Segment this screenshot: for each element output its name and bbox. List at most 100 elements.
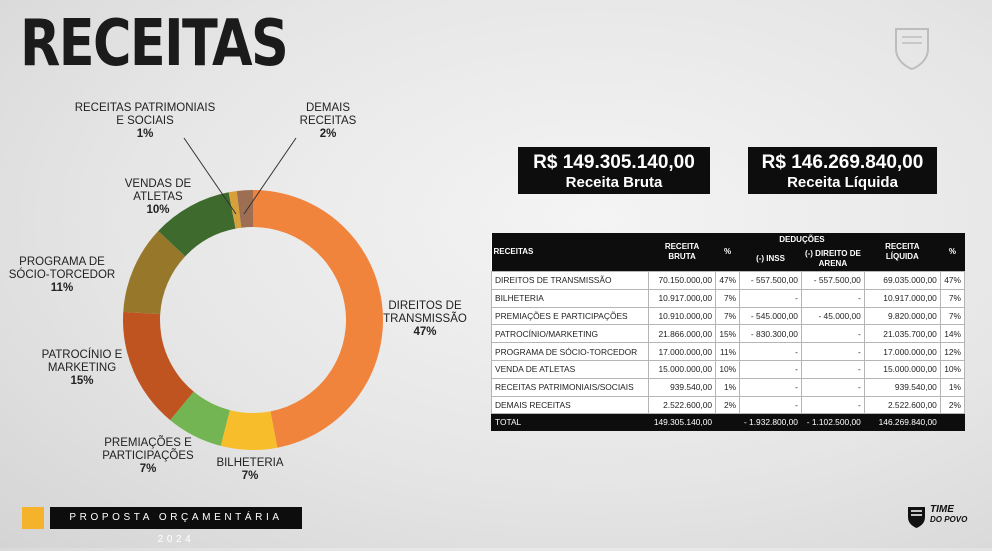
col-header-receita-bruta: RECEITA BRUTA xyxy=(648,233,716,272)
col-header-direito-arena: (-) DIREITO DE ARENA xyxy=(801,247,865,272)
slice-label-premiacoes-e-participacoes: PREMIAÇÕES E PARTICIPAÇÕES 7% xyxy=(58,437,238,476)
cell-pct2 xyxy=(939,413,966,432)
cell-arena: - xyxy=(800,324,865,344)
slice-label-name: PATROCÍNIO E MARKETING xyxy=(41,349,123,374)
cell-inss: - xyxy=(739,359,802,379)
cell-pct2: 12% xyxy=(939,342,966,361)
slice-label-name: DEMAIS RECEITAS xyxy=(299,102,357,127)
cell-inss: - 545.000,00 xyxy=(739,306,802,326)
cell-pct2: 7% xyxy=(939,306,966,326)
cell-name: DIREITOS DE TRANSMISSÃO xyxy=(490,271,650,290)
cell-pct: 47% xyxy=(715,271,741,290)
cell-liquida: 9.820.000,00 xyxy=(863,306,941,326)
kpi-receita-liquida: R$ 146.269.840,00 Receita Líquida xyxy=(748,147,937,194)
cell-name: VENDA DE ATLETAS xyxy=(490,359,650,379)
donut-slice-vendas-de-atletas xyxy=(158,192,236,257)
cell-name: BILHETERIA xyxy=(490,288,650,308)
slice-label-name: PREMIAÇÕES E PARTICIPAÇÕES xyxy=(102,437,194,462)
slice-label-demais-receitas: DEMAIS RECEITAS 2% xyxy=(238,102,418,141)
donut-slice-patrocinio-e-marketing xyxy=(122,311,194,421)
leader-line-demais xyxy=(243,137,297,215)
cell-liquida: 69.035.000,00 xyxy=(863,271,941,290)
footer-accent-square xyxy=(22,507,44,529)
donut-slice-premiacoes-e-participacoes xyxy=(170,391,230,446)
table-total-row: TOTAL 149.305.140,00 - 1.932.800,00- 1.102… xyxy=(490,413,966,432)
cell-inss: - 830.300,00 xyxy=(739,324,802,344)
col-header-deducoes: DEDUÇÕES xyxy=(739,233,865,247)
cell-bruta: 939.540,00 xyxy=(648,377,717,397)
cell-pct xyxy=(715,413,741,432)
slice-label-percent: 47% xyxy=(413,326,437,338)
cell-pct2: 14% xyxy=(939,324,966,344)
cell-pct2: 10% xyxy=(939,359,966,379)
cell-liquida: 2.522.600,00 xyxy=(863,395,941,415)
table-row: PREMIAÇÕES E PARTICIPAÇÕES 10.910.000,00 7… xyxy=(490,306,966,326)
table-row: PATROCÍNIO/MARKETING 21.866.000,00 15% - 83… xyxy=(490,324,966,344)
cell-arena: - 1.102.500,00 xyxy=(800,413,865,432)
cell-pct2: 2% xyxy=(939,395,966,415)
cell-name: PATROCÍNIO/MARKETING xyxy=(490,324,650,344)
slice-label-percent: 7% xyxy=(241,470,259,482)
cell-bruta: 15.000.000,00 xyxy=(648,359,717,379)
slice-label-name: DIREITOS DE TRANSMISSÃO xyxy=(383,300,467,325)
cell-bruta: 10.910.000,00 xyxy=(648,306,717,326)
cell-name: PREMIAÇÕES E PARTICIPAÇÕES xyxy=(490,306,650,326)
cell-bruta: 2.522.600,00 xyxy=(648,395,717,415)
slice-label-direitos-de-transmissao: DIREITOS DE TRANSMISSÃO 47% xyxy=(335,300,515,339)
cell-pct: 10% xyxy=(715,359,741,379)
slice-label-programa-de-socio-torcedor: PROGRAMA DE SÓCIO-TORCEDOR 11% xyxy=(0,256,152,295)
slice-label-percent: 11% xyxy=(50,282,74,294)
table-row: RECEITAS PATRIMONIAIS/SOCIAIS 939.540,00 1… xyxy=(490,377,966,397)
cell-name: TOTAL xyxy=(490,413,650,432)
cell-bruta: 70.150.000,00 xyxy=(648,271,717,290)
cell-arena: - 557.500,00 xyxy=(800,271,865,290)
donut-slice-direitos-de-transmissao xyxy=(253,190,384,448)
cell-name: RECEITAS PATRIMONIAIS/SOCIAIS xyxy=(490,377,650,397)
page-title: RECEITAS xyxy=(20,7,289,81)
slice-label-name: PROGRAMA DE SÓCIO-TORCEDOR xyxy=(8,256,116,281)
slice-label-receitas-patrimoniais-e-sociais: RECEITAS PATRIMONIAIS E SOCIAIS 1% xyxy=(55,102,235,141)
kpi-receita-bruta: R$ 149.305.140,00 Receita Bruta xyxy=(518,147,710,194)
slice-label-percent: 10% xyxy=(146,204,170,216)
cell-name: PROGRAMA DE SÓCIO-TORCEDOR xyxy=(490,342,650,361)
cell-arena: - xyxy=(800,377,865,397)
slice-label-bilheteria: BILHETERIA 7% xyxy=(160,457,340,483)
cell-pct: 7% xyxy=(715,306,741,326)
slice-label-name: VENDAS DE ATLETAS xyxy=(124,178,192,203)
col-header-receitas: RECEITAS xyxy=(491,233,649,272)
cell-arena: - xyxy=(800,342,865,361)
leader-line-patrimoniais xyxy=(183,137,237,215)
cell-arena: - xyxy=(800,359,865,379)
table-row: DIREITOS DE TRANSMISSÃO 70.150.000,00 47% -… xyxy=(490,271,966,290)
cell-inss: - 1.932.800,00 xyxy=(739,413,802,432)
kpi-value: R$ 146.269.840,00 xyxy=(761,152,924,173)
kpi-label: Receita Líquida xyxy=(787,174,898,191)
cell-inss: - xyxy=(739,342,802,361)
cell-pct: 7% xyxy=(715,288,741,308)
cell-pct: 11% xyxy=(715,342,741,361)
logo-text-time: TIME xyxy=(930,504,954,515)
cell-bruta: 17.000.000,00 xyxy=(648,342,717,361)
cell-pct2: 7% xyxy=(939,288,966,308)
cell-pct: 2% xyxy=(715,395,741,415)
cell-arena: - xyxy=(800,288,865,308)
donut-slice-receitas-patrimoniais-e-sociais xyxy=(228,191,242,229)
time-do-povo-logo-icon xyxy=(908,507,925,528)
logo-wordmark: TIME DO POVO xyxy=(930,505,967,525)
cell-pct2: 1% xyxy=(939,377,966,397)
table-row: VENDA DE ATLETAS 15.000.000,00 10% - -15.000… xyxy=(490,359,966,379)
slice-label-patrocinio-e-marketing: PATROCÍNIO E MARKETING 15% xyxy=(0,349,172,388)
cell-liquida: 17.000.000,00 xyxy=(863,342,941,361)
slice-label-percent: 7% xyxy=(139,463,157,475)
col-header-pct: % xyxy=(715,233,740,272)
slice-label-percent: 15% xyxy=(70,375,94,387)
col-header-receita-liquida: RECEITA LÍQUIDA xyxy=(864,233,941,272)
donut-slice-programa-de-socio-torcedor xyxy=(123,231,186,315)
cell-pct: 1% xyxy=(715,377,741,397)
revenue-table: RECEITAS RECEITA BRUTA % DEDUÇÕES RECEIT… xyxy=(490,233,966,432)
club-crest-icon xyxy=(895,28,929,71)
cell-arena: - xyxy=(800,395,865,415)
cell-inss: - xyxy=(739,377,802,397)
table-row: PROGRAMA DE SÓCIO-TORCEDOR 17.000.000,00 1… xyxy=(490,342,966,361)
donut-slice-demais-receitas xyxy=(236,190,253,228)
